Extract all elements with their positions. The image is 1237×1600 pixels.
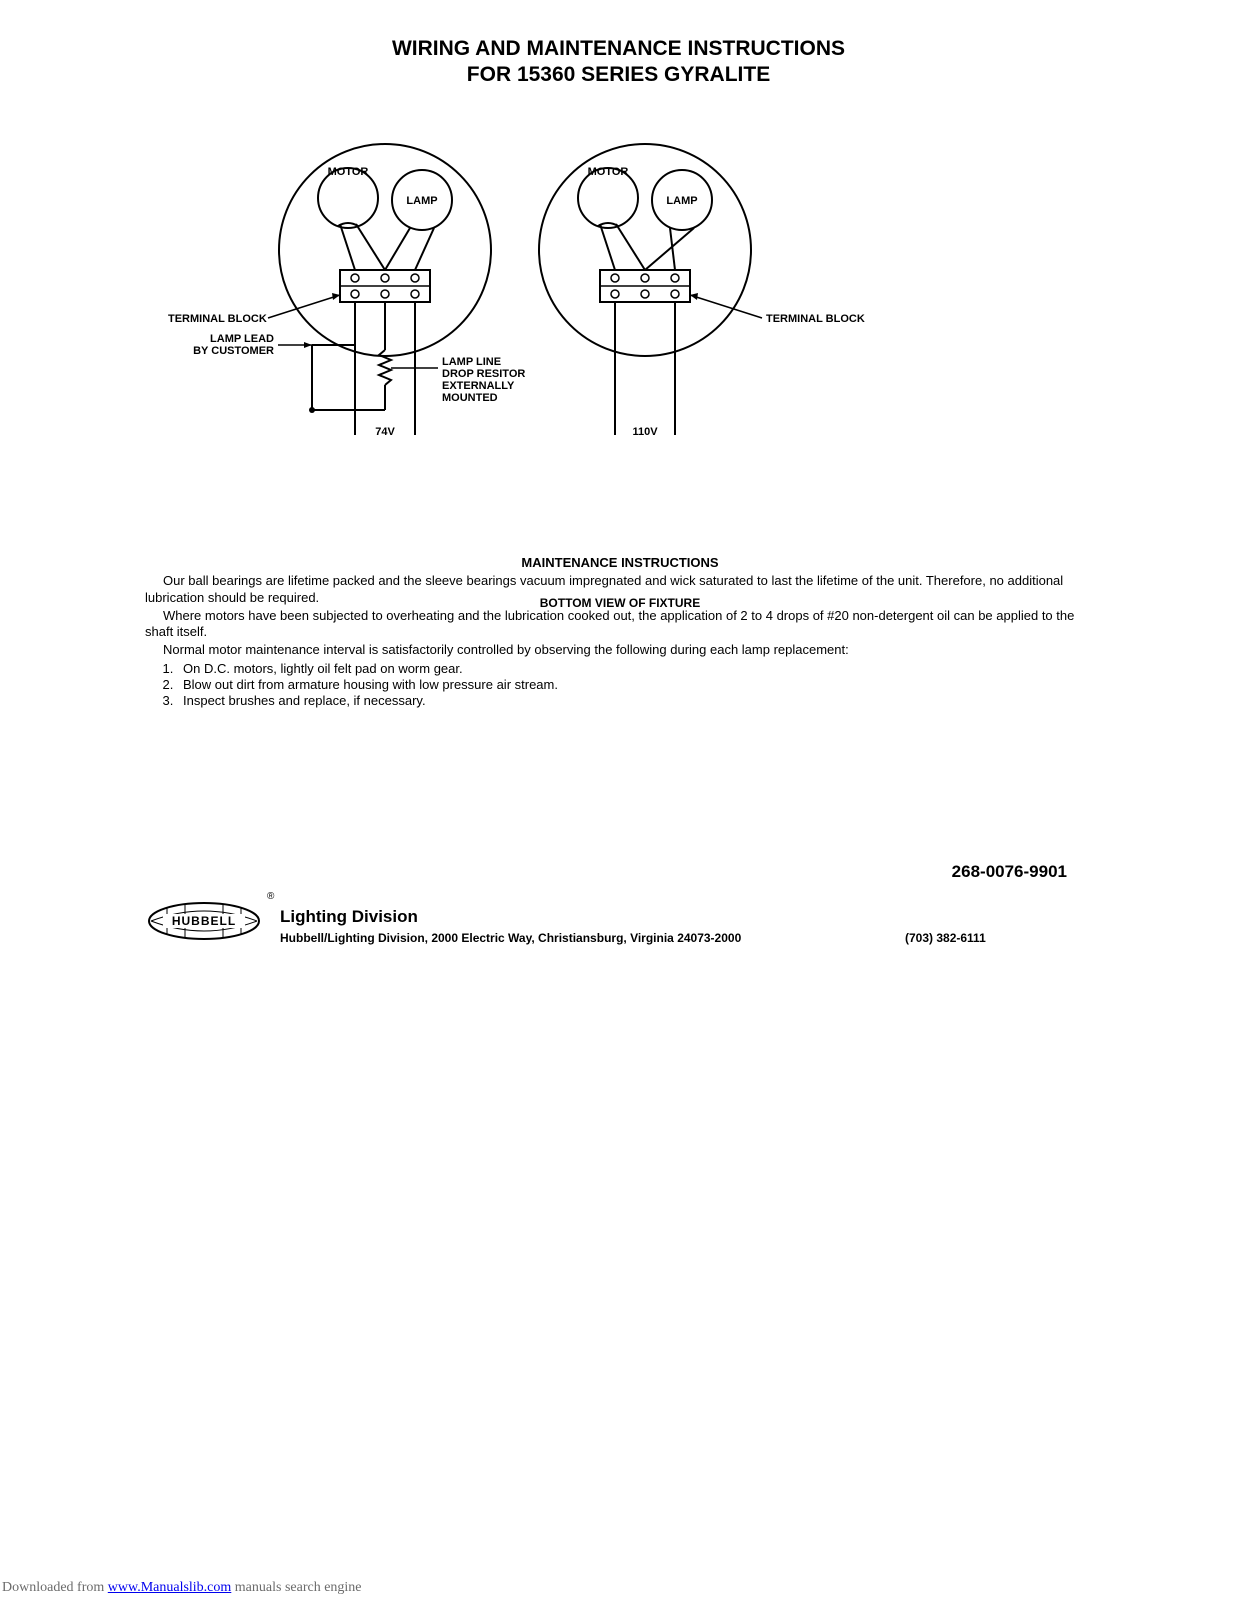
left-lamp-label: LAMP: [406, 195, 437, 207]
footer-address: Hubbell/Lighting Division, 2000 Electric…: [280, 931, 741, 945]
right-terminal-block-label: TERMINAL BLOCK: [766, 313, 865, 325]
logo-text: HUBBELL: [172, 914, 236, 928]
left-terminal-block-label: TERMINAL BLOCK: [168, 313, 267, 325]
maintenance-step: Blow out dirt from armature housing with…: [177, 677, 1095, 693]
footer-phone: (703) 382-6111: [905, 931, 986, 945]
lighting-division-label: Lighting Division: [280, 907, 418, 927]
download-suffix: manuals search engine: [231, 1580, 361, 1595]
lamp-lead-label-2: BY CUSTOMER: [193, 345, 274, 357]
title-line-2: FOR 15360 SERIES GYRALITE: [467, 63, 770, 86]
resistor-label-3: EXTERNALLY: [442, 380, 515, 392]
resistor-label-2: DROP RESITOR: [442, 368, 525, 380]
page-title: WIRING AND MAINTENANCE INSTRUCTIONS FOR …: [0, 36, 1237, 89]
left-motor-label: MOTOR: [328, 166, 369, 178]
left-voltage-label: 74V: [375, 426, 395, 438]
right-voltage-label: 110V: [632, 426, 658, 438]
maintenance-step: On D.C. motors, lightly oil felt pad on …: [177, 661, 1095, 677]
maintenance-section: MAINTENANCE INSTRUCTIONS Our ball bearin…: [145, 555, 1095, 709]
maintenance-step: Inspect brushes and replace, if necessar…: [177, 693, 1095, 709]
download-bar: Downloaded from www.Manualslib.com manua…: [2, 1580, 362, 1596]
right-motor-label: MOTOR: [588, 166, 629, 178]
right-fixture: MOTOR LAMP 110V: [539, 144, 865, 438]
title-line-1: WIRING AND MAINTENANCE INSTRUCTIONS: [392, 37, 845, 60]
resistor-label-1: LAMP LINE: [442, 356, 501, 368]
download-prefix: Downloaded from: [2, 1580, 108, 1595]
lamp-lead-label-1: LAMP LEAD: [210, 333, 274, 345]
left-fixture: MOTOR LAMP: [168, 144, 525, 438]
manualslib-link[interactable]: www.Manualslib.com: [108, 1580, 232, 1595]
wiring-diagram: MOTOR LAMP: [160, 140, 1080, 480]
resistor-label-4: MOUNTED: [442, 392, 498, 404]
hubbell-logo: HUBBELL: [145, 899, 263, 948]
maintenance-para-3: Normal motor maintenance interval is sat…: [145, 642, 1095, 658]
maintenance-para-2: Where motors have been subjected to over…: [145, 608, 1095, 641]
maintenance-para-1: Our ball bearings are lifetime packed an…: [145, 573, 1095, 606]
registered-mark: ®: [267, 891, 274, 902]
wiring-diagram-svg: MOTOR LAMP: [160, 140, 1080, 480]
maintenance-steps: On D.C. motors, lightly oil felt pad on …: [145, 661, 1095, 710]
document-number: 268-0076-9901: [952, 862, 1067, 882]
maintenance-heading: MAINTENANCE INSTRUCTIONS: [145, 555, 1095, 571]
right-lamp-label: LAMP: [666, 195, 697, 207]
document-page: WIRING AND MAINTENANCE INSTRUCTIONS FOR …: [0, 0, 1237, 1600]
